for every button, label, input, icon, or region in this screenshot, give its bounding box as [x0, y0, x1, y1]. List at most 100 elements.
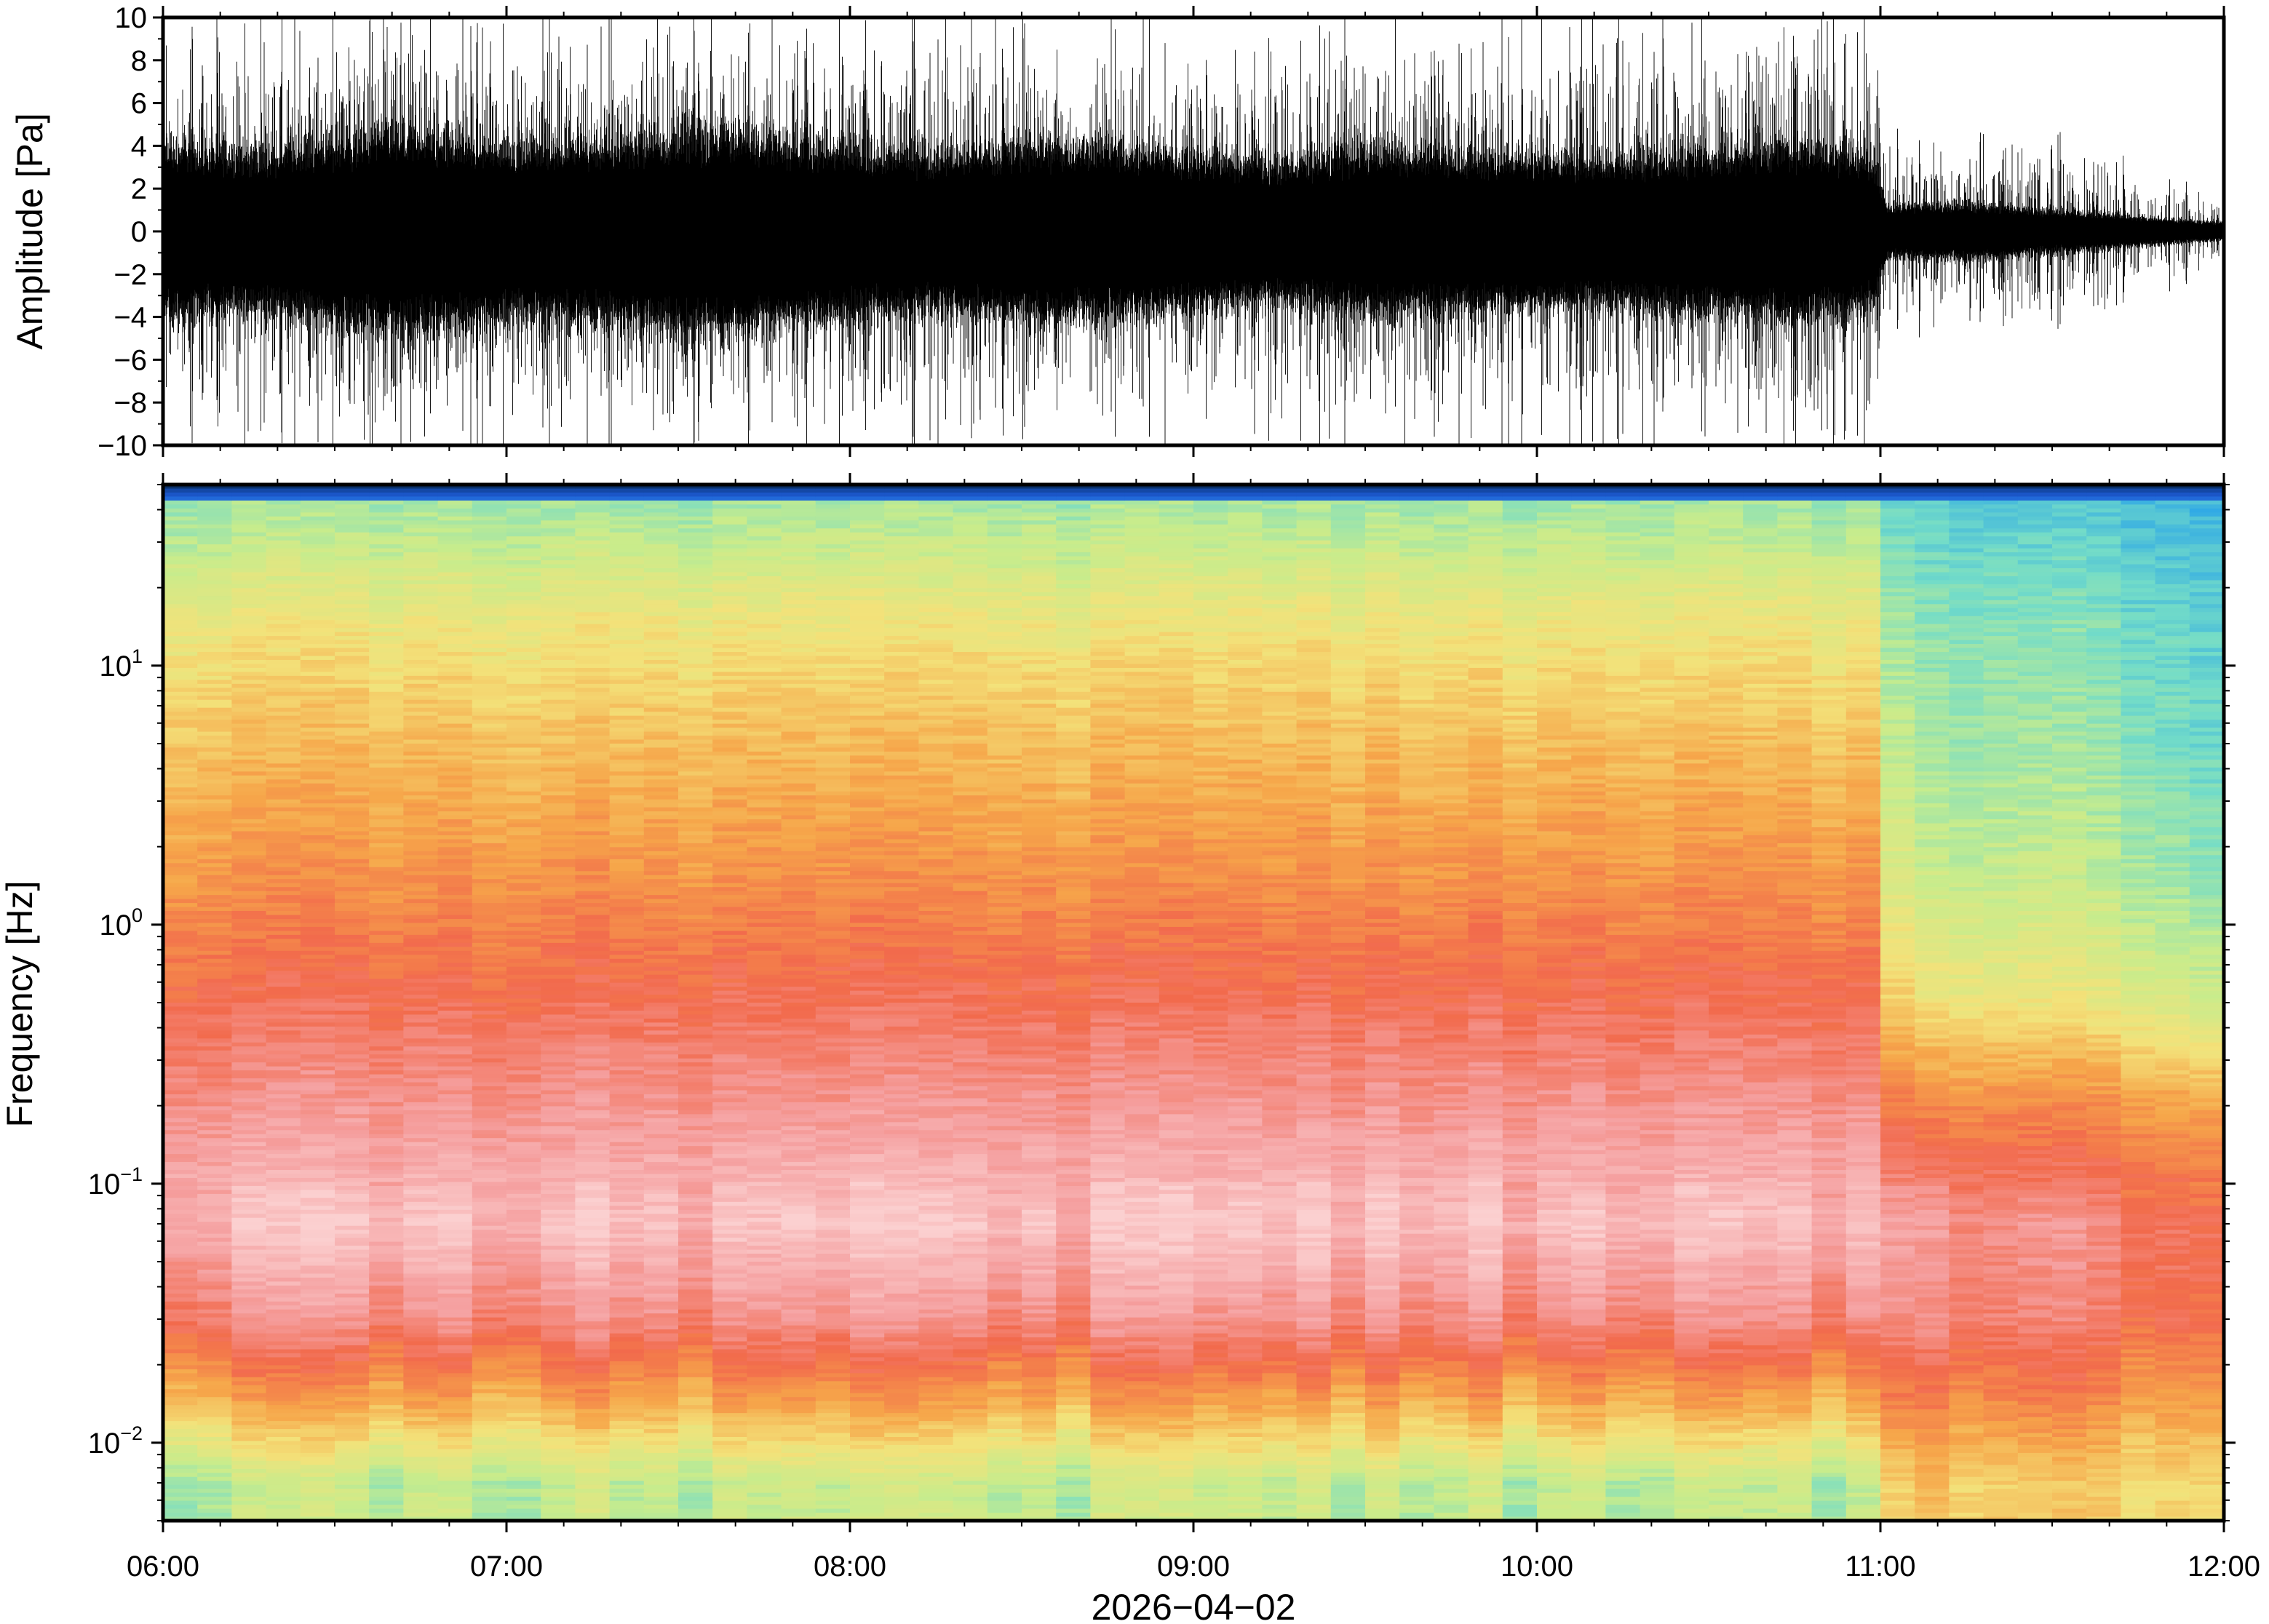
- spectrogram-cell: [335, 731, 370, 736]
- spectrogram-cell: [781, 947, 816, 952]
- spectrogram-cell: [163, 911, 198, 916]
- spectrogram-cell: [472, 799, 507, 804]
- spectrogram-cell: [403, 759, 439, 765]
- spectrogram-cell: [335, 763, 370, 768]
- spectrogram-cell: [781, 855, 816, 860]
- spectrogram-cell: [300, 1042, 335, 1048]
- spectrogram-cell: [163, 895, 198, 900]
- spectrogram-cell: [575, 1233, 611, 1238]
- spectrogram-cell: [712, 632, 748, 637]
- spectrogram-cell: [197, 1301, 233, 1307]
- spectrogram-cell: [197, 556, 233, 561]
- spectrogram-cell: [609, 1313, 645, 1318]
- spectrogram-cell: [747, 1222, 782, 1227]
- spectrogram-cell: [541, 1090, 576, 1095]
- spectrogram-cell: [575, 1126, 611, 1131]
- spectrogram-cell: [231, 1225, 267, 1230]
- spectrogram-cell: [609, 731, 645, 736]
- spectrogram-cell: [609, 1254, 645, 1259]
- spectrogram-cell: [747, 947, 782, 952]
- spectrogram-cell: [678, 895, 713, 900]
- spectrogram-cell: [403, 847, 439, 852]
- spectrogram-cell: [712, 1238, 748, 1243]
- spectrogram-cell: [781, 1154, 816, 1159]
- spectrogram-cell: [506, 971, 541, 976]
- spectrogram-cell: [747, 1249, 782, 1254]
- spectrogram-cell: [712, 1042, 748, 1048]
- spectrogram-cell: [231, 1154, 267, 1159]
- spectrogram-cell: [712, 664, 748, 669]
- spectrogram-cell: [403, 1126, 439, 1131]
- waveform-ytick-label: −2: [114, 259, 147, 291]
- spectrogram-cell: [266, 918, 301, 924]
- spectrogram-cell: [403, 1138, 439, 1143]
- spectrogram-cell: [541, 803, 576, 808]
- spectrogram-cell: [403, 508, 439, 514]
- spectrogram-cell: [472, 496, 507, 501]
- spectrogram-cell: [472, 640, 507, 645]
- spectrogram-cell: [575, 1405, 611, 1410]
- spectrogram-cell: [712, 903, 748, 908]
- spectrogram-cell: [747, 644, 782, 649]
- spectrogram-cell: [197, 704, 233, 709]
- spectrogram-cell: [163, 1122, 198, 1127]
- spectrogram-cell: [300, 950, 335, 956]
- spectrogram-cell: [197, 1513, 233, 1518]
- spectrogram-cell: [506, 1425, 541, 1430]
- spectrogram-cell: [678, 1241, 713, 1246]
- spectrogram-cell: [541, 815, 576, 820]
- spectrogram-cell: [712, 500, 748, 506]
- spectrogram-cell: [163, 779, 198, 784]
- spectrogram-cell: [163, 632, 198, 637]
- spectrogram-cell: [403, 1038, 439, 1043]
- spectrogram-cell: [712, 767, 748, 773]
- spectrogram-cell: [437, 851, 473, 856]
- spectrogram-cell: [575, 1254, 611, 1259]
- spectrogram-cell: [506, 691, 541, 697]
- spectrogram-cell: [541, 1177, 576, 1183]
- spectrogram-cell: [231, 1341, 267, 1346]
- spectrogram-cell: [506, 1349, 541, 1354]
- spectrogram-cell: [541, 664, 576, 669]
- spectrogram-cell: [266, 1246, 301, 1251]
- spectrogram-cell: [541, 966, 576, 971]
- spectrogram-cell: [369, 1098, 405, 1103]
- spectrogram-cell: [712, 771, 748, 776]
- spectrogram-cell: [197, 1078, 233, 1083]
- spectrogram-cell: [643, 544, 679, 549]
- spectrogram-cell: [163, 1401, 198, 1406]
- spectrogram-cell: [437, 636, 473, 641]
- spectrogram-cell: [472, 596, 507, 601]
- spectrogram-cell: [643, 998, 679, 1003]
- spectrogram-cell: [437, 731, 473, 736]
- spectrogram-cell: [403, 1281, 439, 1286]
- spectrogram-cell: [266, 520, 301, 525]
- spectrogram-cell: [781, 1094, 816, 1099]
- spectrogram-cell: [163, 1249, 198, 1254]
- spectrogram-cell: [266, 500, 301, 506]
- spectrogram-cell: [643, 1285, 679, 1291]
- spectrogram-cell: [163, 1225, 198, 1230]
- spectrogram-cell: [609, 831, 645, 836]
- spectrogram-cell: [300, 608, 335, 613]
- spectrogram-cell: [197, 1429, 233, 1434]
- spectrogram-cell: [712, 1425, 748, 1430]
- spectrogram-cell: [403, 1022, 439, 1027]
- spectrogram-cell: [643, 875, 679, 880]
- spectrogram-cell: [781, 704, 816, 709]
- spectrogram-cell: [163, 1150, 198, 1155]
- spectrogram-cell: [231, 1429, 267, 1434]
- spectrogram-cell: [197, 1441, 233, 1446]
- spectrogram-cell: [403, 1098, 439, 1103]
- spectrogram-cell: [575, 1138, 611, 1143]
- spectrogram-cell: [472, 1505, 507, 1510]
- spectrogram-cell: [678, 950, 713, 956]
- spectrogram-cell: [197, 1003, 233, 1008]
- spectrogram-cell: [437, 1433, 473, 1438]
- spectrogram-cell: [369, 903, 405, 908]
- spectrogram-cell: [506, 831, 541, 836]
- spectrogram-cell: [300, 783, 335, 789]
- spectrogram-cell: [437, 1249, 473, 1254]
- spectrogram-cell: [437, 1046, 473, 1051]
- spectrogram-cell: [231, 958, 267, 964]
